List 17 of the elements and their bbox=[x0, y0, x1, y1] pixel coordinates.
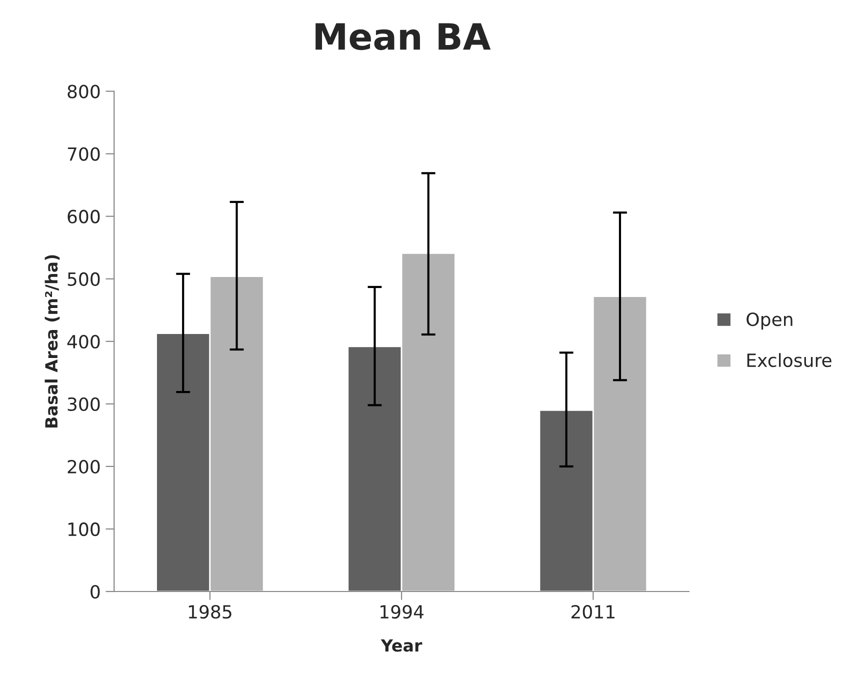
y-tick-label: 800 bbox=[68, 84, 100, 98]
x-tick-label: 2011 bbox=[572, 605, 614, 619]
y-tick-label: 300 bbox=[68, 397, 100, 412]
y-tick-label: 0 bbox=[90, 584, 100, 599]
x-tick-label: 1985 bbox=[188, 605, 232, 619]
y-tick-label: 600 bbox=[68, 210, 100, 224]
y-axis-title: Basal Area (m²/ha) bbox=[44, 255, 60, 428]
chart-title: Mean BA bbox=[316, 23, 491, 50]
legend-label: Open bbox=[746, 312, 792, 330]
y-tick-label: 500 bbox=[68, 272, 100, 286]
y-tick-label: 200 bbox=[68, 460, 100, 474]
y-tick-label: 400 bbox=[67, 334, 100, 348]
x-tick-label: 1994 bbox=[380, 605, 424, 619]
legend-label: Exclosure bbox=[747, 353, 832, 368]
x-axis-title: Year bbox=[380, 639, 422, 652]
y-tick-label: 100 bbox=[68, 522, 100, 536]
y-tick-label: 700 bbox=[68, 147, 100, 161]
